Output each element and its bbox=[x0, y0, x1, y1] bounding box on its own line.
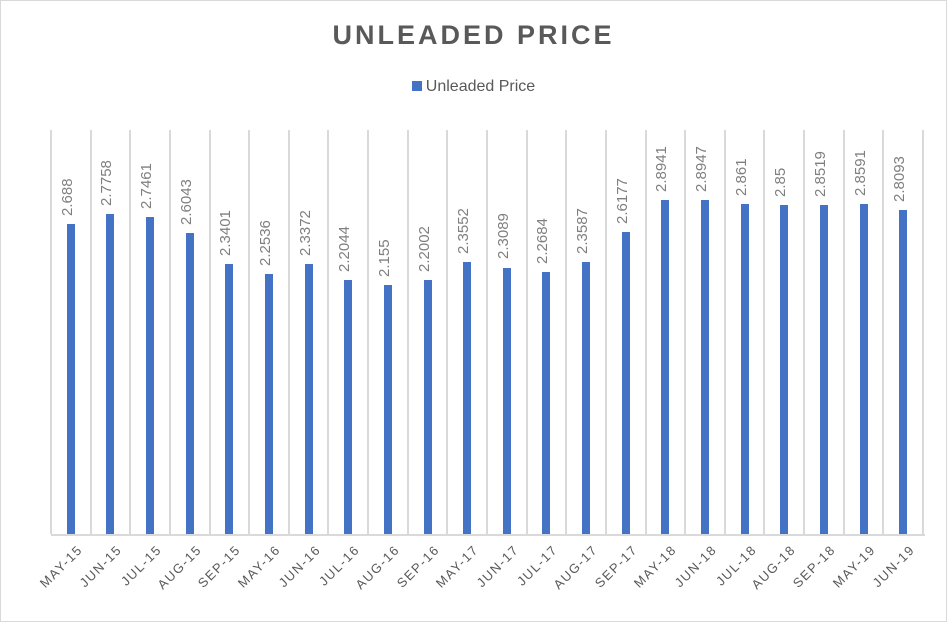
data-label: 2.861 bbox=[732, 158, 750, 196]
gridline bbox=[208, 130, 211, 534]
data-label: 2.3372 bbox=[296, 210, 314, 257]
data-label: 2.2684 bbox=[534, 218, 552, 265]
gridline bbox=[248, 130, 251, 534]
bar[interactable] bbox=[146, 217, 155, 534]
gridline bbox=[763, 130, 766, 534]
bar[interactable] bbox=[304, 264, 313, 534]
gridline bbox=[129, 130, 132, 534]
data-label: 2.85 bbox=[772, 167, 790, 198]
chart-title: UNLEADED PRICE bbox=[332, 20, 615, 50]
bar[interactable] bbox=[225, 263, 234, 534]
data-label: 2.3587 bbox=[574, 207, 592, 254]
bar[interactable] bbox=[899, 209, 908, 534]
bar[interactable] bbox=[701, 199, 709, 534]
legend: Unleaded Price bbox=[0, 78, 947, 96]
gridline bbox=[406, 130, 409, 534]
data-label: 2.8591 bbox=[851, 150, 869, 196]
bar[interactable] bbox=[859, 203, 868, 534]
plot-area: 2.688 2.7758 2.7461 2.6043 2.3401 2.2536 2.337… bbox=[50, 130, 925, 536]
data-label: 2.8947 bbox=[693, 145, 710, 192]
data-label: 2.6043 bbox=[177, 179, 195, 226]
data-label: 2.3089 bbox=[494, 213, 512, 260]
bar[interactable] bbox=[265, 273, 273, 534]
data-label: 2.6177 bbox=[613, 177, 631, 224]
bar[interactable] bbox=[344, 279, 353, 534]
data-label: 2.2044 bbox=[336, 225, 354, 272]
bar[interactable] bbox=[185, 233, 194, 534]
data-label: 2.7461 bbox=[138, 163, 156, 210]
data-label: 2.3401 bbox=[217, 209, 235, 256]
gridline bbox=[684, 130, 687, 534]
gridline bbox=[882, 130, 885, 534]
bar[interactable] bbox=[463, 262, 472, 534]
gridline bbox=[644, 130, 647, 534]
data-label: 2.3552 bbox=[455, 208, 473, 255]
gridline bbox=[723, 130, 726, 534]
bar[interactable] bbox=[780, 205, 789, 534]
bar[interactable] bbox=[423, 280, 432, 534]
gridline bbox=[327, 130, 330, 534]
data-label: 2.8093 bbox=[891, 155, 909, 202]
bar[interactable] bbox=[582, 261, 591, 534]
data-label: 2.2536 bbox=[257, 219, 274, 266]
data-label: 2.7758 bbox=[98, 159, 116, 206]
legend-label: Unleaded Price bbox=[425, 78, 536, 95]
gridline bbox=[604, 130, 607, 534]
gridline bbox=[565, 130, 568, 534]
bar[interactable] bbox=[106, 213, 115, 534]
data-label: 2.2002 bbox=[415, 226, 433, 273]
data-label: 2.155 bbox=[375, 239, 393, 278]
gridline bbox=[842, 130, 845, 534]
gridline bbox=[803, 130, 806, 534]
gridline bbox=[486, 130, 488, 534]
bar[interactable] bbox=[383, 285, 392, 534]
gridline bbox=[168, 130, 171, 534]
legend-swatch bbox=[411, 81, 422, 91]
bar[interactable] bbox=[740, 203, 749, 534]
gridline bbox=[89, 130, 92, 534]
bar[interactable] bbox=[819, 204, 828, 534]
gridline bbox=[446, 130, 449, 534]
gridline bbox=[367, 130, 370, 534]
gridline bbox=[50, 130, 52, 534]
gridline bbox=[922, 130, 924, 534]
gridline bbox=[525, 130, 528, 534]
data-label: 2.8941 bbox=[653, 146, 671, 192]
bar[interactable] bbox=[66, 223, 75, 534]
bar[interactable] bbox=[621, 231, 630, 534]
x-axis-line bbox=[51, 534, 925, 536]
bar[interactable] bbox=[661, 199, 670, 534]
data-label: 2.8519 bbox=[811, 150, 829, 197]
gridline bbox=[287, 130, 290, 534]
bar[interactable] bbox=[542, 272, 551, 534]
bar[interactable] bbox=[502, 267, 511, 534]
data-label: 2.688 bbox=[58, 178, 76, 216]
